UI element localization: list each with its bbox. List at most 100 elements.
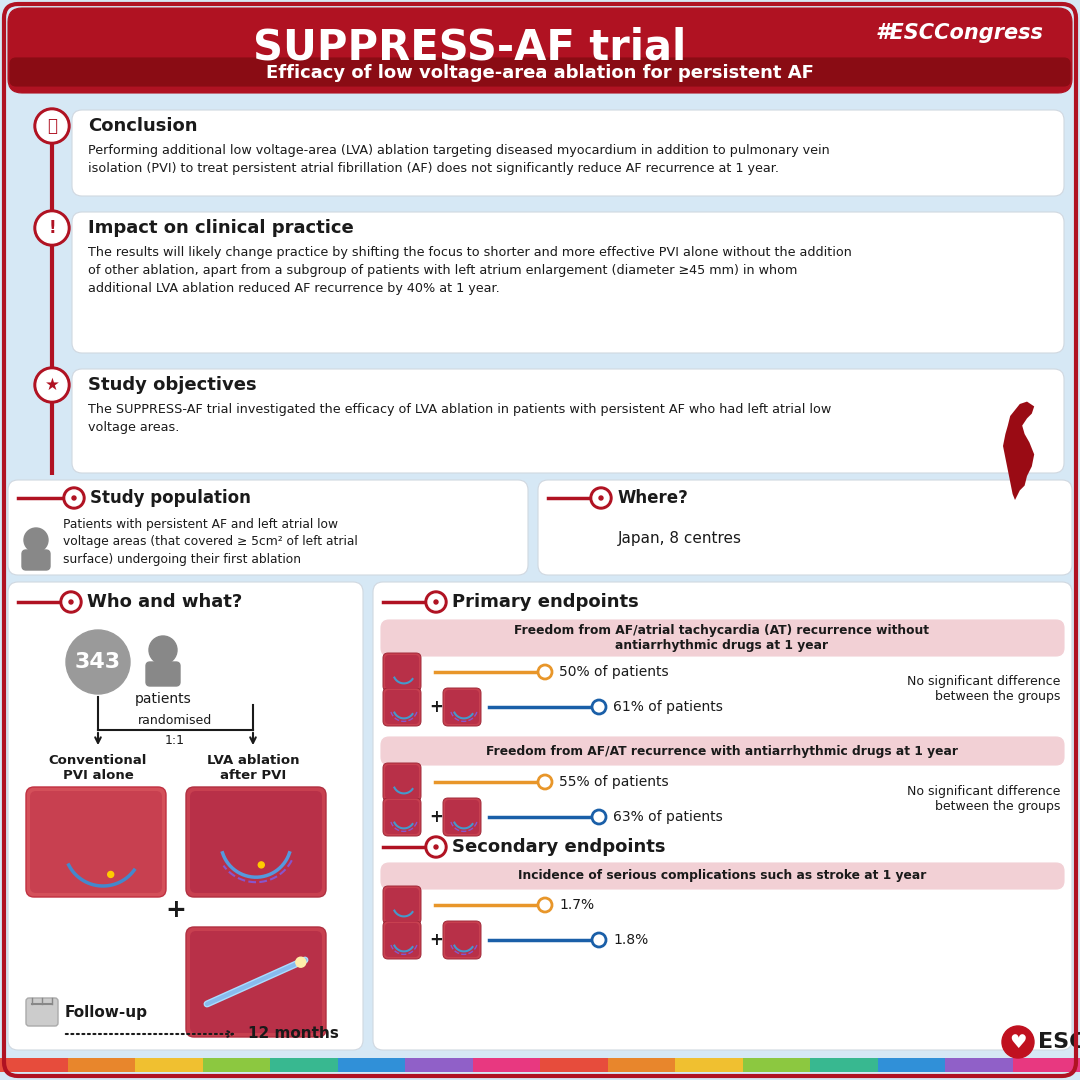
Text: SUPPRESS-AF trial: SUPPRESS-AF trial bbox=[254, 27, 687, 69]
Text: Study population: Study population bbox=[90, 489, 251, 507]
Text: No significant difference
between the groups: No significant difference between the gr… bbox=[906, 785, 1059, 813]
Bar bbox=[337, 1058, 405, 1072]
Text: 1:1: 1:1 bbox=[165, 733, 185, 746]
FancyBboxPatch shape bbox=[443, 798, 481, 836]
FancyBboxPatch shape bbox=[443, 921, 481, 959]
Text: The results will likely change practice by shifting the focus to shorter and mor: The results will likely change practice … bbox=[87, 246, 852, 295]
Bar bbox=[203, 1058, 270, 1072]
Circle shape bbox=[434, 600, 438, 604]
FancyBboxPatch shape bbox=[445, 690, 480, 724]
FancyBboxPatch shape bbox=[383, 798, 421, 836]
FancyBboxPatch shape bbox=[384, 690, 419, 724]
FancyBboxPatch shape bbox=[8, 582, 363, 1050]
Circle shape bbox=[33, 367, 70, 403]
Circle shape bbox=[599, 496, 603, 500]
Text: 63% of patients: 63% of patients bbox=[613, 810, 723, 824]
Text: Patients with persistent AF and left atrial low
voltage areas (that covered ≥ 5c: Patients with persistent AF and left atr… bbox=[63, 518, 357, 566]
Bar bbox=[0, 1058, 67, 1072]
Text: Conclusion: Conclusion bbox=[87, 117, 198, 135]
Bar bbox=[877, 1058, 945, 1072]
Text: LVA ablation
after PVI: LVA ablation after PVI bbox=[206, 754, 299, 782]
FancyBboxPatch shape bbox=[190, 791, 322, 893]
Circle shape bbox=[426, 591, 447, 613]
Circle shape bbox=[538, 775, 552, 789]
FancyBboxPatch shape bbox=[146, 662, 180, 686]
Text: 343: 343 bbox=[75, 652, 121, 672]
FancyBboxPatch shape bbox=[190, 931, 322, 1032]
Bar bbox=[810, 1058, 877, 1072]
FancyBboxPatch shape bbox=[30, 791, 162, 893]
Text: +: + bbox=[429, 808, 443, 826]
Bar bbox=[540, 1058, 607, 1072]
Text: 1.8%: 1.8% bbox=[613, 933, 648, 947]
FancyBboxPatch shape bbox=[384, 765, 419, 799]
FancyBboxPatch shape bbox=[384, 923, 419, 957]
Circle shape bbox=[66, 490, 82, 507]
Circle shape bbox=[24, 528, 48, 552]
Circle shape bbox=[149, 636, 177, 664]
Circle shape bbox=[1002, 1026, 1034, 1058]
FancyBboxPatch shape bbox=[381, 863, 1064, 889]
FancyBboxPatch shape bbox=[443, 688, 481, 726]
Polygon shape bbox=[1003, 402, 1035, 500]
Circle shape bbox=[592, 810, 606, 824]
FancyBboxPatch shape bbox=[383, 762, 421, 801]
FancyBboxPatch shape bbox=[186, 787, 326, 897]
Circle shape bbox=[60, 591, 82, 613]
Text: ESC: ESC bbox=[1038, 1032, 1080, 1052]
FancyBboxPatch shape bbox=[381, 620, 1064, 656]
FancyBboxPatch shape bbox=[26, 787, 166, 897]
FancyBboxPatch shape bbox=[72, 212, 1064, 353]
Text: Follow-up: Follow-up bbox=[65, 1004, 148, 1020]
Circle shape bbox=[538, 897, 552, 912]
Text: 61% of patients: 61% of patients bbox=[613, 700, 723, 714]
Text: Who and what?: Who and what? bbox=[87, 593, 242, 611]
Text: Primary endpoints: Primary endpoints bbox=[453, 593, 638, 611]
Bar bbox=[405, 1058, 473, 1072]
Circle shape bbox=[538, 665, 552, 679]
Text: 55% of patients: 55% of patients bbox=[559, 775, 669, 789]
Circle shape bbox=[258, 862, 265, 868]
Text: Efficacy of low voltage-area ablation for persistent AF: Efficacy of low voltage-area ablation fo… bbox=[266, 64, 814, 82]
Text: +: + bbox=[429, 698, 443, 716]
Bar bbox=[473, 1058, 540, 1072]
FancyBboxPatch shape bbox=[26, 998, 58, 1026]
Circle shape bbox=[37, 370, 67, 400]
Circle shape bbox=[593, 490, 609, 507]
Text: 12 months: 12 months bbox=[248, 1026, 339, 1041]
FancyBboxPatch shape bbox=[186, 927, 326, 1037]
Bar bbox=[743, 1058, 810, 1072]
Text: Performing additional low voltage-area (LVA) ablation targeting diseased myocard: Performing additional low voltage-area (… bbox=[87, 144, 829, 175]
Text: 1.7%: 1.7% bbox=[559, 897, 594, 912]
Text: patients: patients bbox=[135, 692, 191, 706]
Circle shape bbox=[66, 630, 130, 694]
FancyBboxPatch shape bbox=[72, 369, 1064, 473]
FancyBboxPatch shape bbox=[384, 888, 419, 922]
Circle shape bbox=[428, 594, 444, 610]
FancyBboxPatch shape bbox=[445, 923, 480, 957]
Text: Conventional
PVI alone: Conventional PVI alone bbox=[49, 754, 147, 782]
Text: Impact on clinical practice: Impact on clinical practice bbox=[87, 219, 354, 237]
FancyBboxPatch shape bbox=[381, 737, 1064, 765]
FancyBboxPatch shape bbox=[373, 582, 1072, 1050]
FancyBboxPatch shape bbox=[384, 800, 419, 834]
Bar bbox=[67, 1058, 135, 1072]
Text: +: + bbox=[429, 931, 443, 949]
Circle shape bbox=[434, 845, 438, 849]
Text: +: + bbox=[165, 897, 187, 922]
FancyBboxPatch shape bbox=[8, 8, 1072, 93]
Text: Where?: Where? bbox=[618, 489, 689, 507]
Text: Incidence of serious complications such as stroke at 1 year: Incidence of serious complications such … bbox=[517, 869, 927, 882]
Text: ♥: ♥ bbox=[1009, 1032, 1027, 1052]
Text: Study objectives: Study objectives bbox=[87, 376, 257, 394]
Text: Secondary endpoints: Secondary endpoints bbox=[453, 838, 665, 856]
Circle shape bbox=[72, 496, 76, 500]
Bar bbox=[1013, 1058, 1080, 1072]
Text: Freedom from AF/atrial tachycardia (AT) recurrence without
antiarrhythmic drugs : Freedom from AF/atrial tachycardia (AT) … bbox=[514, 624, 930, 652]
FancyBboxPatch shape bbox=[383, 886, 421, 924]
Bar bbox=[675, 1058, 743, 1072]
Text: Japan, 8 centres: Japan, 8 centres bbox=[618, 530, 742, 545]
Circle shape bbox=[108, 872, 113, 877]
Circle shape bbox=[428, 839, 444, 855]
Bar bbox=[135, 1058, 203, 1072]
